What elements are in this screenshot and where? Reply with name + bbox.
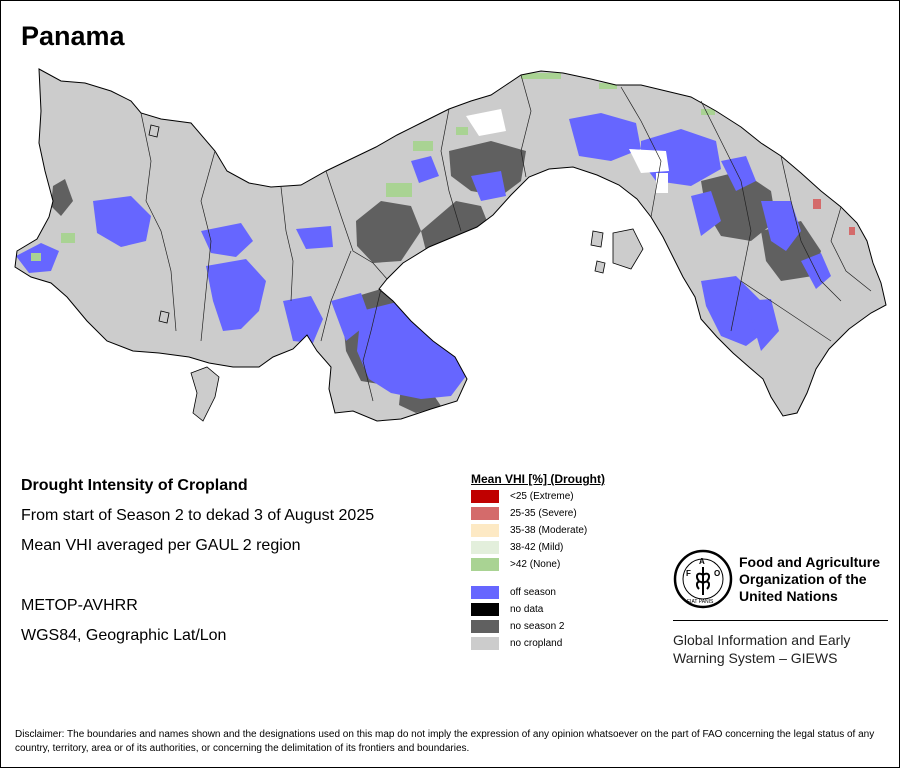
giews-name: Global Information and Early Warning Sys… — [673, 631, 850, 667]
legend-title: Mean VHI [%] (Drought) — [471, 472, 605, 486]
giews-line1: Global Information and Early — [673, 632, 851, 648]
map-title: Panama — [21, 21, 125, 51]
legend-swatch — [471, 586, 499, 599]
legend-label: >42 (None) — [510, 559, 561, 570]
legend-swatch — [471, 558, 499, 571]
divider — [673, 620, 888, 621]
legend-label: off season — [510, 587, 556, 598]
legend-swatch — [471, 603, 499, 616]
legend-label: <25 (Extreme) — [510, 491, 574, 502]
fao-logo-motto: FIAT PANIS — [687, 599, 714, 605]
legend-label: no cropland — [510, 638, 563, 649]
fao-logo-icon: F A O FIAT PANIS — [673, 549, 733, 609]
info-period: From start of Season 2 to dekad 3 of Aug… — [21, 507, 375, 524]
fao-name: Food and Agriculture Organization of the… — [739, 554, 880, 605]
legend-label: no data — [510, 604, 544, 615]
legend-swatch — [471, 490, 499, 503]
info-method: Mean VHI averaged per GAUL 2 region — [21, 537, 301, 554]
giews-line2: Warning System – GIEWS — [673, 650, 838, 666]
legend-label: 38-42 (Mild) — [510, 542, 564, 553]
info-projection: WGS84, Geographic Lat/Lon — [21, 627, 227, 644]
legend-label: 35-38 (Moderate) — [510, 525, 588, 536]
info-heading: Drought Intensity of Cropland — [21, 477, 248, 494]
legend-label: 25-35 (Severe) — [510, 508, 577, 519]
fao-name-line1: Food and Agriculture — [739, 554, 881, 570]
info-sensor: METOP-AVHRR — [21, 597, 138, 614]
legend-swatch — [471, 620, 499, 633]
panama-map — [14, 68, 887, 422]
legend-swatch — [471, 541, 499, 554]
legend-swatch — [471, 507, 499, 520]
fao-name-line3: United Nations — [739, 588, 838, 604]
disclaimer: Disclaimer: The boundaries and names sho… — [15, 729, 875, 754]
legend-label: no season 2 — [510, 621, 565, 632]
fao-name-line2: Organization of the — [739, 571, 867, 587]
legend-swatch — [471, 524, 499, 537]
legend-swatch — [471, 637, 499, 650]
fao-logo-f: F — [686, 569, 691, 578]
fao-logo-a: A — [699, 557, 705, 566]
fao-logo-o: O — [714, 569, 720, 578]
